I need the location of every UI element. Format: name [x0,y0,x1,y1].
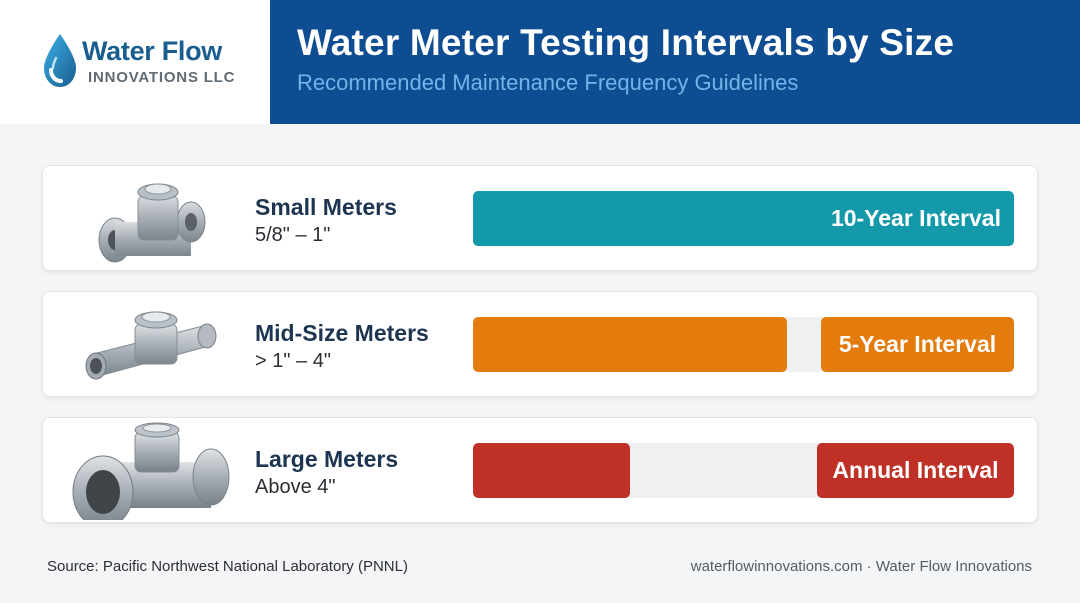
interval-bar [473,317,787,372]
page-subtitle: Recommended Maintenance Frequency Guidel… [297,70,799,95]
site-credit[interactable]: waterflowinnovations.com · Water Flow In… [690,558,1032,575]
logo-subname: INNOVATIONS LLC [88,69,236,86]
meter-row-mid: Mid-Size Meters > 1" – 4" 5-Year Interva… [42,291,1038,397]
header: Water Flow INNOVATIONS LLC Water Meter T… [0,0,1080,124]
logo-name: Water Flow [82,36,223,66]
meter-row-large: Large Meters Above 4" Annual Interval [42,417,1038,523]
title-band: Water Meter Testing Intervals by Size Re… [270,0,1080,124]
page-title: Water Meter Testing Intervals by Size [297,22,955,63]
meter-label: Large Meters [255,446,399,472]
interval-label: 10-Year Interval [473,191,1014,246]
interval-bar [473,443,630,498]
small-meter-icon [98,183,206,263]
meter-row-small: Small Meters 5/8" – 1" 10-Year Interval [42,165,1038,271]
interval-label: 5-Year Interval [821,317,1014,372]
meter-label: Small Meters [255,194,397,220]
interval-track: 5-Year Interval [473,317,1014,372]
meter-size-range: 5/8" – 1" [255,224,331,246]
interval-track: 10-Year Interval [473,191,1014,246]
interval-label: Annual Interval [817,443,1014,498]
mid-meter-icon [85,311,217,380]
interval-track: Annual Interval [473,443,1014,498]
source-note: Source: Pacific Northwest National Labor… [47,558,408,575]
meter-size-range: > 1" – 4" [255,350,331,372]
logo[interactable]: Water Flow INNOVATIONS LLC [0,0,270,124]
water-drop-icon [44,34,76,87]
meter-label: Mid-Size Meters [255,320,429,346]
meter-size-range: Above 4" [255,476,336,498]
large-meter-icon [72,422,230,520]
